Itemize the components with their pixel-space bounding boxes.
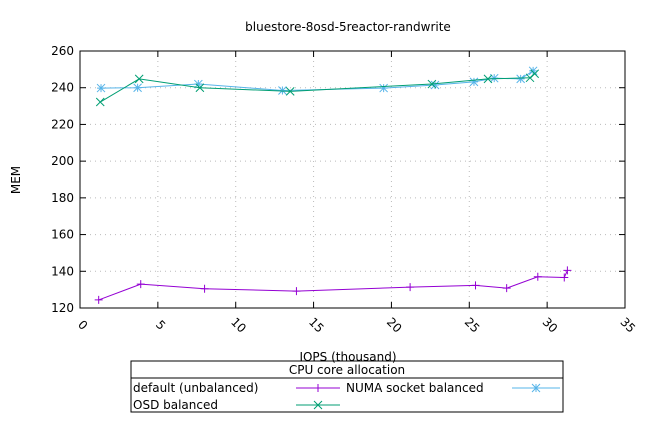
data-point-star-marker [379,83,388,93]
series-line [99,73,536,103]
data-point-star-marker [133,83,142,93]
x-tick-label: 25 [462,315,483,336]
data-point-x-marker [134,74,144,84]
legend-title: CPU core allocation [289,363,405,377]
x-tick-label: 30 [540,315,561,336]
data-point-star-marker [489,73,499,83]
data-point-plus-marker [563,266,572,275]
data-point-star-marker [531,383,541,393]
data-point-x-marker [313,400,323,410]
data-point-plus-marker [94,295,103,304]
series-default-unbalanced- [94,266,572,304]
data-point-star-marker [278,86,287,95]
data-point-x-marker [195,83,205,93]
chart-title: bluestore-8osd-5reactor-randwrite [245,20,451,34]
data-point-plus-marker [502,284,511,293]
data-point-star-marker [528,66,538,76]
data-point-star-marker [96,83,106,93]
plot-border [79,50,626,309]
legend-box [130,360,564,413]
data-point-star-marker [430,80,440,90]
y-tick-label: 160 [51,228,74,242]
data-point-x-marker [483,74,493,84]
legend-label: default (unbalanced) [133,381,258,395]
data-point-plus-marker [200,284,209,293]
y-tick-label: 140 [51,264,74,278]
data-point-x-marker [530,69,540,79]
data-point-star-marker [193,79,203,89]
data-point-x-marker [95,97,105,107]
series-osd-balanced [95,69,540,107]
y-tick-label: 120 [51,301,74,315]
x-tick-label: 35 [617,315,638,336]
data-point-plus-marker [406,283,415,292]
data-point-plus-marker [314,384,322,392]
x-tick-label: 5 [153,318,168,333]
x-tick-label: 15 [306,315,327,336]
data-point-star-marker [469,77,479,87]
y-tick-label: 220 [51,117,74,131]
data-point-star-marker [516,74,526,84]
legend: CPU core allocation default (unbalanced)… [130,360,564,413]
x-axis-label: IOPS (thousand) [299,350,396,364]
series-line [98,270,568,301]
grid [80,51,625,308]
data-point-x-marker [427,79,437,89]
series-group [94,66,572,304]
data-point-plus-marker [560,273,569,282]
y-tick-label: 200 [51,154,74,168]
legend-label: NUMA socket balanced [346,381,484,395]
x-tick-label: 10 [228,315,249,336]
legend-label: OSD balanced [133,398,218,412]
data-point-plus-marker [471,281,480,290]
x-tick-label: 20 [384,315,405,336]
y-tick-label: 260 [51,44,74,58]
y-axis-label: MEM [9,166,23,194]
data-point-plus-marker [136,280,145,289]
y-tick-label: 240 [51,81,74,95]
x-tick-label: 0 [75,318,90,333]
data-point-x-marker [285,87,295,96]
data-point-plus-marker [533,272,542,281]
data-point-plus-marker [292,287,301,296]
y-tick-label: 180 [51,191,74,205]
